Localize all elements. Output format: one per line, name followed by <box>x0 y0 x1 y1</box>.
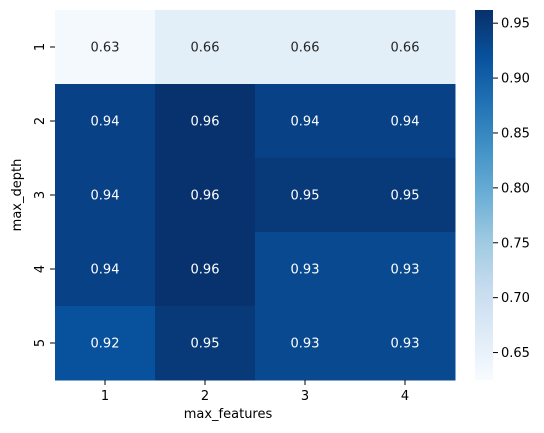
heatmap-cells <box>55 10 456 381</box>
colorbar-tick-label: 0.85 <box>501 126 530 141</box>
y-axis-label: max_depth <box>10 159 25 232</box>
colorbar-tick-label: 0.90 <box>501 72 530 87</box>
cell-value-label: 0.66 <box>191 41 220 56</box>
cell-value-label: 0.92 <box>91 337 120 352</box>
x-tick-label: 2 <box>201 389 209 404</box>
colorbar-tick-label: 0.80 <box>501 181 530 196</box>
cell-value-label: 0.93 <box>391 263 420 278</box>
heatmap-cell <box>255 232 356 307</box>
colorbar-tick-label: 0.75 <box>501 236 530 251</box>
x-axis: 1 2 3 4 <box>101 380 409 404</box>
heatmap-cell <box>155 84 256 159</box>
heatmap-cell <box>355 10 456 85</box>
heatmap-cell <box>55 306 156 381</box>
cell-value-label: 0.95 <box>391 189 420 204</box>
heatmap-cell <box>255 158 356 233</box>
cell-value-label: 0.93 <box>291 263 320 278</box>
heatmap-cell <box>155 10 256 85</box>
cell-value-label: 0.66 <box>391 41 420 56</box>
y-tick-label: 5 <box>33 339 48 347</box>
x-axis-label: max_features <box>184 407 273 422</box>
heatmap-cell <box>355 84 456 159</box>
heatmap-cell <box>55 84 156 159</box>
cell-value-label: 0.94 <box>91 115 120 130</box>
heatmap-cell <box>355 306 456 381</box>
cell-value-label: 0.96 <box>191 189 220 204</box>
cell-value-label: 0.95 <box>291 189 320 204</box>
y-tick-label: 3 <box>33 191 48 199</box>
heatmap-cell <box>255 10 356 85</box>
heatmap-annotations: 0.63 0.66 0.66 0.66 0.94 0.96 0.94 0.94 0.94 0.96… <box>91 41 420 352</box>
cell-value-label: 0.94 <box>91 263 120 278</box>
cell-value-label: 0.95 <box>191 337 220 352</box>
y-tick-label: 2 <box>33 117 48 125</box>
heatmap-cell <box>155 158 256 233</box>
heatmap-cell <box>55 232 156 307</box>
y-axis: 1 2 3 4 5 <box>33 43 55 347</box>
cell-value-label: 0.94 <box>91 189 120 204</box>
heatmap-cell <box>255 84 356 159</box>
colorbar <box>475 10 493 380</box>
x-tick-label: 3 <box>301 389 309 404</box>
cell-value-label: 0.96 <box>191 115 220 130</box>
cell-value-label: 0.96 <box>191 263 220 278</box>
y-tick-label: 4 <box>33 265 48 273</box>
cell-value-label: 0.94 <box>291 115 320 130</box>
cell-value-label: 0.93 <box>291 337 320 352</box>
colorbar-tick-label: 0.70 <box>501 291 530 306</box>
heatmap-cell <box>155 306 256 381</box>
cell-value-label: 0.93 <box>391 337 420 352</box>
colorbar-tick-label: 0.95 <box>501 17 530 32</box>
x-tick-label: 4 <box>401 389 409 404</box>
x-tick-label: 1 <box>101 389 109 404</box>
heatmap-cell <box>155 232 256 307</box>
colorbar-tick-label: 0.65 <box>501 346 530 361</box>
cell-value-label: 0.94 <box>391 115 420 130</box>
cell-value-label: 0.63 <box>91 41 120 56</box>
heatmap-cell <box>55 10 156 85</box>
heatmap-cell <box>355 158 456 233</box>
y-tick-label: 1 <box>33 43 48 51</box>
heatmap-cell <box>255 306 356 381</box>
heatmap-cell <box>355 232 456 307</box>
heatmap-cell <box>55 158 156 233</box>
colorbar-ticks: 0.65 0.70 0.75 0.80 0.85 0.90 0.95 <box>493 17 530 361</box>
cell-value-label: 0.66 <box>291 41 320 56</box>
